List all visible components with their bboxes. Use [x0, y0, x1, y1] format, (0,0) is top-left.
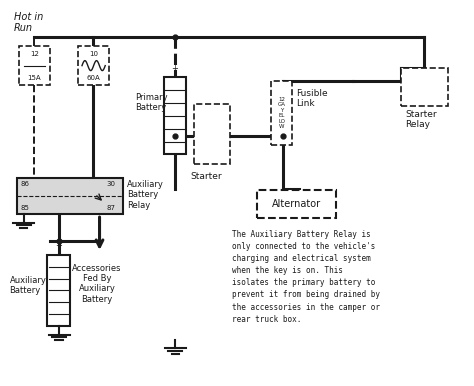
Text: 86: 86 — [21, 181, 29, 187]
Text: 12: 12 — [30, 51, 39, 57]
Text: 60A: 60A — [87, 75, 100, 81]
Text: 85: 85 — [21, 205, 29, 211]
Bar — [17, 178, 123, 214]
Text: Auxiliary
Battery: Auxiliary Battery — [9, 276, 46, 295]
Text: Alternator: Alternator — [272, 199, 321, 209]
Text: Hot in
Run: Hot in Run — [14, 12, 44, 33]
Bar — [164, 77, 186, 154]
Bar — [401, 68, 448, 106]
Bar — [194, 104, 230, 164]
Bar — [257, 190, 336, 218]
Text: -: - — [57, 331, 60, 340]
Text: Primary
Battery: Primary Battery — [135, 93, 168, 112]
Text: 15A: 15A — [27, 75, 41, 81]
Text: The Auxiliary Battery Relay is
only connected to the vehicle's
charging and elec: The Auxiliary Battery Relay is only conn… — [232, 230, 380, 324]
Text: Auxiliary
Battery
Relay: Auxiliary Battery Relay — [127, 180, 164, 210]
Text: Fusible
Link: Fusible Link — [296, 89, 328, 108]
Text: Starter
Relay: Starter Relay — [405, 110, 437, 129]
Text: Starter: Starter — [191, 172, 222, 181]
Text: 10: 10 — [89, 51, 98, 57]
Text: -: - — [173, 159, 176, 168]
Bar — [78, 46, 109, 85]
Text: Accessories
Fed By
Auxiliary
Battery: Accessories Fed By Auxiliary Battery — [73, 264, 122, 304]
Bar — [47, 255, 70, 326]
Text: 12
GA
Y
EL
LO
W: 12 GA Y EL LO W — [278, 97, 285, 129]
Bar — [19, 46, 50, 85]
Text: 87: 87 — [107, 205, 116, 211]
Bar — [271, 81, 292, 145]
Text: 30: 30 — [107, 181, 116, 187]
Text: +: + — [55, 241, 62, 250]
Text: +: + — [172, 64, 178, 73]
